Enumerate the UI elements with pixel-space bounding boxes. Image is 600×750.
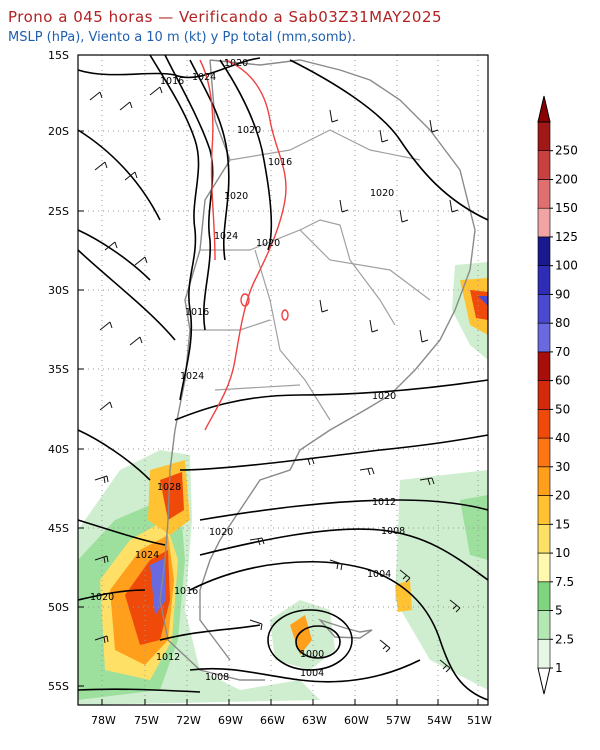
colorbar-band [537,380,551,410]
isobar-label: 1012 [372,497,396,508]
colorbar-label: 70 [555,345,570,359]
isobar-label: 1020 [90,592,114,603]
colorbar-label: 200 [555,173,578,187]
country-borders [190,129,431,421]
lat-label: 25S [48,205,69,218]
colorbar-max-arrow [537,95,551,123]
isobar-label: 1020 [224,191,248,202]
colorbar-band [537,523,551,554]
isobar-label: 1004 [367,569,391,580]
colorbar-band [537,150,551,180]
colorbar-band [537,121,551,152]
colorbar-label: 250 [555,144,578,158]
lon-label: 60W [344,714,369,727]
isobar-label: 1020 [256,238,280,249]
isobar-label: 1016 [160,76,184,87]
chart-title: Prono a 045 horas — Verificando a Sab03Z… [8,8,443,26]
colorbar-band [537,179,551,209]
isobars [77,54,489,701]
colorbar-label: 15 [555,517,570,531]
lat-label: 50S [48,601,69,614]
coastlines [159,59,476,681]
colorbar-band [537,294,551,324]
latitude-labels: 15S 20S 25S 30S 35S 40S 45S 50S 55S [48,49,69,693]
precip-contour [199,59,289,431]
colorbar-band [537,265,551,295]
lon-label: 63W [302,714,327,727]
isobar-label: 1028 [157,482,181,493]
lon-label: 66W [260,714,285,727]
isobar-label: 1020 [372,391,396,402]
isobar-label: 1024 [135,550,159,561]
lon-label: 57W [386,714,411,727]
isobar-label: 1024 [214,231,238,242]
longitude-labels: 78W 75W 72W 69W 66W 63W 60W 57W 54W 51W [91,714,492,727]
graticule [78,55,488,705]
isobar-label: 1016 [185,307,209,318]
isobar-label: 1020 [237,125,261,136]
colorbar-label: 150 [555,201,578,215]
colorbar-label: 50 [555,402,570,416]
lat-label: 30S [48,284,69,297]
lat-label: 55S [48,680,69,693]
isobar-label: 1020 [224,58,248,69]
axis-ticks [78,54,479,705]
colorbar-band [537,552,551,583]
lon-label: 78W [91,714,116,727]
lat-label: 15S [48,49,69,62]
lat-label: 35S [48,363,69,376]
lat-label: 20S [48,125,69,138]
isobar-label: 1000 [300,649,324,660]
colorbar-band [537,322,551,353]
lat-label: 45S [48,522,69,535]
isobar-label: 1020 [209,527,233,538]
colorbar-label: 100 [555,259,578,273]
isobar-labels: 1020 1024 1016 1020 1016 1020 1024 1020 … [90,58,405,683]
colorbar-label: 1 [555,661,563,675]
colorbar-band [537,638,551,669]
map-frame [77,54,489,706]
precip-colorbar: 1 2.5 5 7.5 10 15 20 30 40 50 60 70 80 90 100 125 150 200… [537,95,578,695]
colorbar-label: 10 [555,546,570,560]
colorbar-label: 90 [555,287,570,301]
isobar-label: 1008 [381,526,405,537]
colorbar-label: 20 [555,489,570,503]
colorbar-band [537,581,551,611]
colorbar-label: 2.5 [555,632,574,646]
isobar-label: 1004 [300,668,324,679]
isobar-label: 1016 [268,157,292,168]
colorbar-label: 125 [555,230,578,244]
lon-label: 69W [218,714,243,727]
isobar-label: 1024 [180,371,204,382]
isobar-label: 1008 [205,672,229,683]
colorbar-band [537,437,551,468]
colorbar-band [537,409,551,439]
colorbar-min-arrow [537,667,551,695]
colorbar-label: 5 [555,604,563,618]
wind-barbs [89,86,461,673]
colorbar-band [537,351,551,381]
colorbar-label: 40 [555,431,570,445]
isobar-label: 1016 [174,586,198,597]
lon-label: 72W [176,714,201,727]
isobar-label: 1020 [370,188,394,199]
colorbar-band [537,207,551,238]
colorbar-band [537,466,551,496]
colorbar-band [537,495,551,525]
isobar-label: 1012 [156,652,180,663]
isobar-label: 1024 [192,72,216,83]
colorbar-label: 7.5 [555,575,574,589]
precipitation-shading [78,262,488,705]
colorbar-label: 80 [555,316,570,330]
lon-label: 75W [134,714,159,727]
chart-subtitle: MSLP (hPa), Viento a 10 m (kt) y Pp tota… [8,30,356,45]
lon-label: 51W [467,714,492,727]
colorbar-band [537,610,551,640]
colorbar-band [537,236,551,266]
lon-label: 54W [427,714,452,727]
colorbar-label: 60 [555,374,570,388]
colorbar-label: 30 [555,460,570,474]
lat-label: 40S [48,443,69,456]
